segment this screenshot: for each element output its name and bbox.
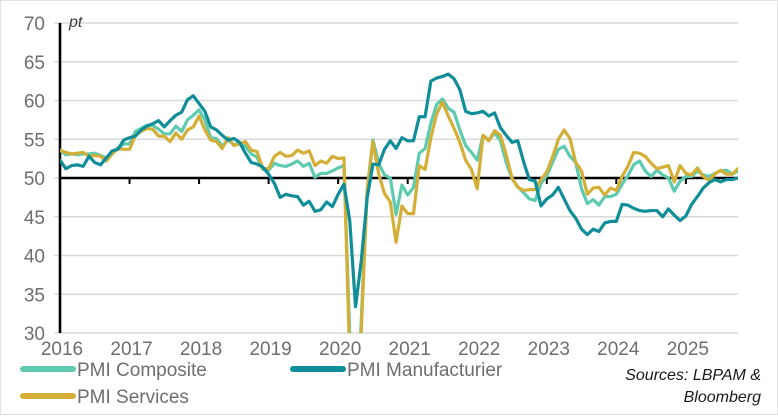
- legend-item-pmi-composite[interactable]: PMI Composite: [20, 360, 207, 381]
- x-tick-label: 2024: [597, 339, 640, 360]
- series-line-services: [60, 100, 738, 333]
- x-tick-label: 2022: [458, 339, 500, 360]
- legend-label: PMI Composite: [77, 360, 207, 381]
- y-tick-label: 35: [24, 285, 45, 306]
- y-axis-tick-labels: 70 65 60 55 50 45 40 35 30: [24, 14, 60, 345]
- x-tick-label: 2023: [528, 339, 570, 360]
- series-line-composite: [60, 97, 738, 333]
- data-series-lines: [60, 72, 738, 333]
- series-line-manufacturier: [60, 72, 738, 309]
- x-tick-label: 2019: [249, 339, 291, 360]
- legend[interactable]: PMI Composite PMI Manufacturier PMI Servic…: [20, 360, 503, 408]
- source-text-line1: Sources: LBPAM &: [625, 367, 761, 384]
- y-axis-unit-label: pt: [68, 14, 83, 31]
- x-tick-label: 2017: [110, 339, 152, 360]
- x-tick-label: 2021: [389, 339, 431, 360]
- legend-label: PMI Manufacturier: [347, 360, 503, 381]
- y-tick-label: 70: [24, 14, 45, 35]
- y-tick-label: 30: [24, 324, 45, 345]
- legend-item-pmi-services[interactable]: PMI Services: [20, 387, 189, 408]
- x-tick-label: 2018: [180, 339, 222, 360]
- y-tick-label: 55: [24, 130, 45, 151]
- y-tick-label: 45: [24, 208, 45, 229]
- legend-item-pmi-manufacturier[interactable]: PMI Manufacturier: [290, 360, 503, 381]
- x-tick-label: 2020: [319, 339, 361, 360]
- legend-label: PMI Services: [77, 387, 189, 408]
- y-tick-label: 50: [24, 169, 45, 190]
- y-tick-label: 65: [24, 53, 45, 74]
- x-tick-label: 2016: [41, 339, 83, 360]
- x-tick-label: 2025: [667, 339, 709, 360]
- y-tick-label: 40: [24, 247, 45, 268]
- x-axis-tick-labels: 2016 2017 2018 2019 2020 2021 2022 2023 2024 2025: [41, 339, 709, 360]
- y-tick-label: 60: [24, 92, 45, 113]
- source-text-line2: Bloomberg: [684, 389, 761, 406]
